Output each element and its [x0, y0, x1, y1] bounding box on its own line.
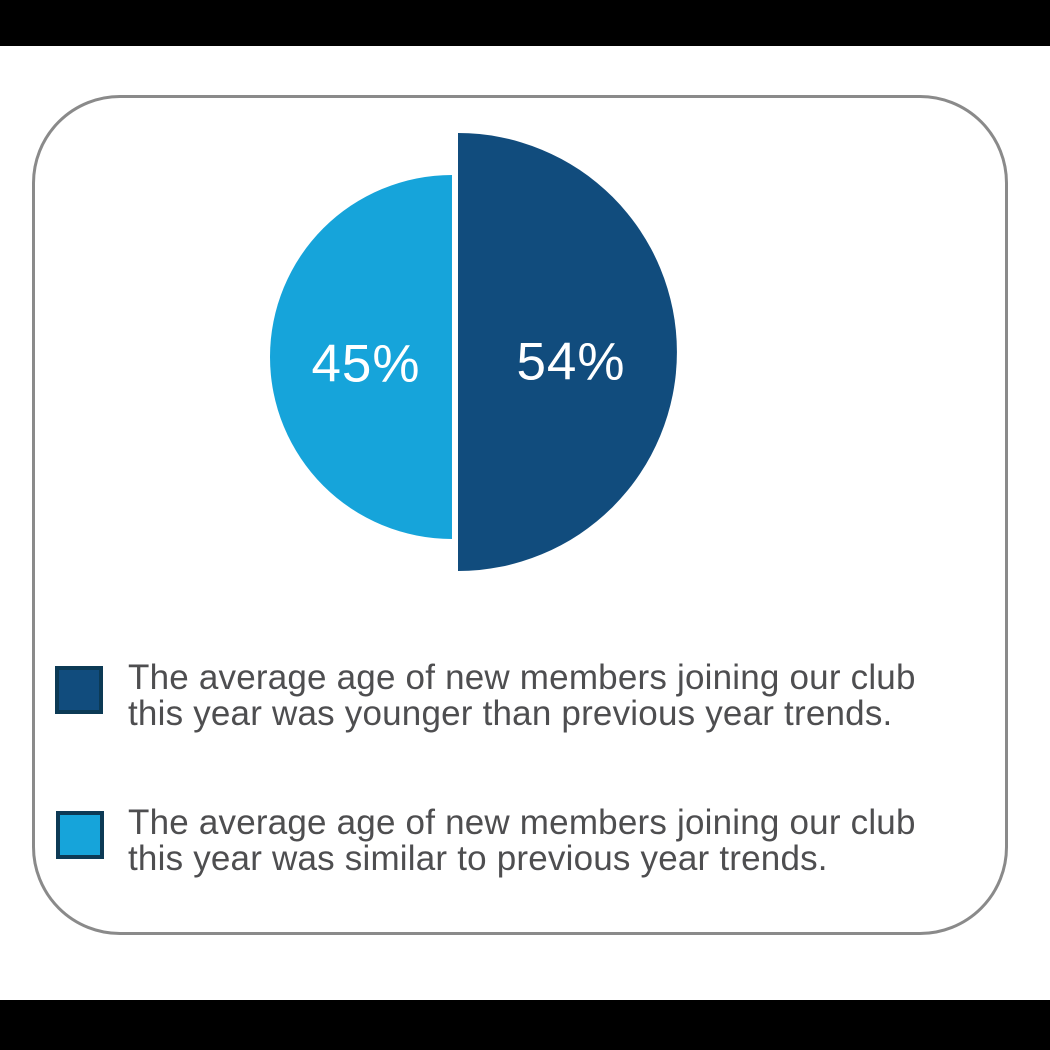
- pie-slice-younger: [458, 133, 677, 571]
- pie-slice-similar: [270, 175, 452, 539]
- legend-label-similar-line-2: this year was similar to previous year t…: [128, 839, 828, 878]
- legend-label-similar-line-1: The average age of new members joining o…: [128, 803, 916, 842]
- legend-label-younger-line-1: The average age of new members joining o…: [128, 658, 916, 697]
- bottom-black-bar: [0, 1000, 1050, 1050]
- top-black-bar: [0, 0, 1050, 46]
- legend-label-similar: The average age of new members joining o…: [128, 805, 916, 877]
- legend-label-younger: The average age of new members joining o…: [128, 660, 916, 732]
- pie-value-label-similar: 45%: [311, 334, 421, 394]
- legend-swatch-younger: [55, 666, 103, 714]
- legend-label-younger-line-2: this year was younger than previous year…: [128, 694, 893, 733]
- pie-value-label-younger: 54%: [516, 332, 626, 392]
- legend-swatch-similar: [56, 811, 104, 859]
